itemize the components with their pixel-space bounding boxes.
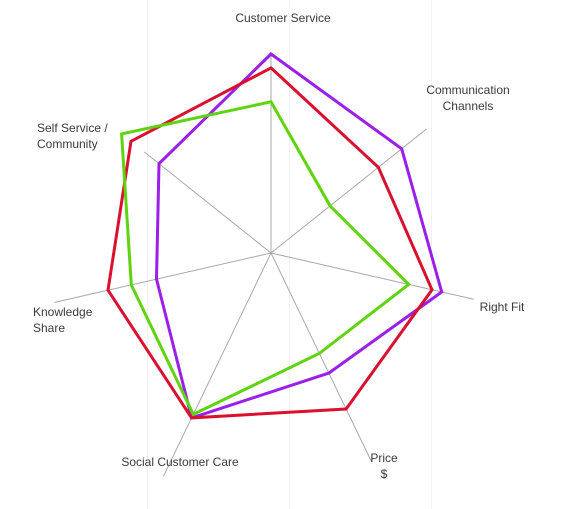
axis-spoke <box>162 252 272 477</box>
axis-label-line: Customer Service <box>235 11 331 25</box>
axis-label-line: Right Fit <box>480 300 525 314</box>
axis-label: Price $ <box>370 451 398 481</box>
axis-label: Knowledge Share <box>33 305 93 335</box>
series-polygon-1 <box>154 52 444 420</box>
axis-spoke <box>270 252 474 300</box>
axis-label: Customer Service <box>235 11 331 25</box>
axis-spoke <box>270 128 427 254</box>
axis-label-line: $ <box>381 467 388 481</box>
axis-label-line: Communication <box>426 83 509 97</box>
axis-label-line: Self Service / <box>37 121 108 135</box>
series-polygon-3 <box>120 100 411 417</box>
axis-label-line: Knowledge <box>33 305 93 319</box>
series-polygon-2 <box>106 66 434 420</box>
axis-label-line: Community <box>37 137 98 151</box>
axis-label: Right Fit <box>480 300 525 314</box>
axis-label: Self Service / Community <box>37 121 108 151</box>
axis-spoke <box>144 151 272 254</box>
background-gridline <box>289 0 290 509</box>
axis-label-line: Share <box>33 321 65 335</box>
axis-label-line: Social Customer Care <box>121 455 239 469</box>
axis-spoke <box>54 252 272 303</box>
axis-label-line: Price <box>370 451 398 465</box>
axis-label: Social Customer Care <box>121 455 239 469</box>
background-gridline <box>147 0 148 509</box>
axis-label-line: Channels <box>443 99 494 113</box>
axis-spoke <box>270 252 373 463</box>
axis-label: Communication Channels <box>426 83 509 113</box>
